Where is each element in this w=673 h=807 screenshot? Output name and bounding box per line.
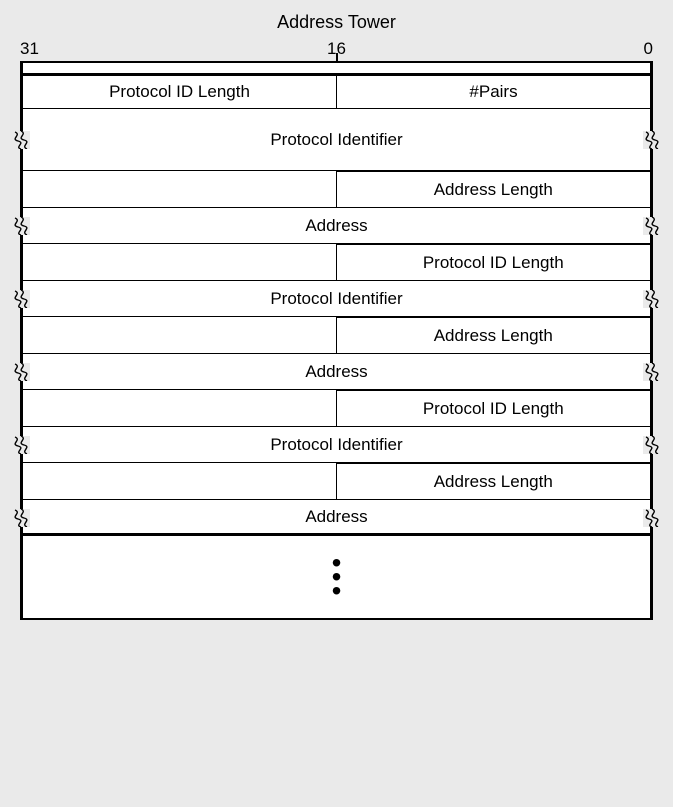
field-right: #Pairs [337, 76, 650, 108]
bit-label-0: 0 [644, 39, 653, 59]
field-right: Protocol ID Length [336, 244, 651, 280]
break-mark-icon [12, 131, 30, 149]
break-mark-icon [12, 436, 30, 454]
row-right-box: Address Length [23, 317, 650, 354]
break-mark-icon [643, 509, 661, 527]
diagram-title: Address Tower [20, 12, 653, 33]
row-full: Protocol Identifier [23, 427, 650, 463]
field-right: Address Length [336, 463, 651, 499]
row-full: Address [23, 354, 650, 390]
row-continuation: ••• [23, 536, 650, 620]
break-mark-icon [643, 217, 661, 235]
row-full: Protocol Identifier [23, 281, 650, 317]
row-right-box: Protocol ID Length [23, 390, 650, 427]
row-full: Protocol Identifier [23, 109, 650, 171]
ellipsis-icon: ••• [332, 556, 342, 598]
field-full: Protocol Identifier [23, 109, 650, 170]
address-tower-diagram: Protocol ID Length#PairsProtocol Identif… [20, 61, 653, 620]
field-full: Protocol Identifier [23, 281, 650, 316]
row-split: Protocol ID Length#Pairs [23, 73, 650, 109]
field-right: Address Length [336, 317, 651, 353]
field-full: Address [23, 500, 650, 533]
break-mark-icon [643, 363, 661, 381]
break-mark-icon [12, 290, 30, 308]
break-mark-icon [643, 436, 661, 454]
tick-mid [336, 53, 338, 63]
row-full: Address [23, 208, 650, 244]
break-mark-icon [643, 131, 661, 149]
break-mark-icon [643, 290, 661, 308]
field-full: Address [23, 208, 650, 243]
row-right-box: Address Length [23, 171, 650, 208]
field-full: Protocol Identifier [23, 427, 650, 462]
break-mark-icon [12, 363, 30, 381]
field-right: Address Length [336, 171, 651, 207]
bit-label-31: 31 [20, 39, 39, 59]
break-mark-icon [12, 509, 30, 527]
field-full: Address [23, 354, 650, 389]
row-full: Address [23, 500, 650, 536]
break-mark-icon [12, 217, 30, 235]
field-right: Protocol ID Length [336, 390, 651, 426]
row-right-box: Protocol ID Length [23, 244, 650, 281]
field-left: Protocol ID Length [23, 76, 337, 108]
row-right-box: Address Length [23, 463, 650, 500]
